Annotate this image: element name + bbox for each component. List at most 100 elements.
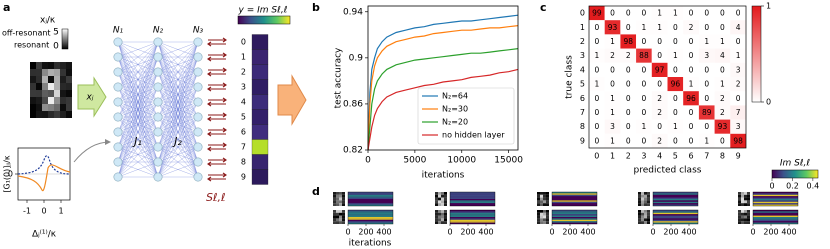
strip-row bbox=[653, 214, 698, 216]
neuron bbox=[153, 67, 163, 77]
strip-row bbox=[753, 211, 798, 213]
neuron bbox=[153, 172, 163, 182]
digit-pixel bbox=[738, 200, 741, 204]
strip-row bbox=[753, 201, 798, 204]
x-tick-label: 0 bbox=[650, 228, 655, 237]
matrix-cell bbox=[620, 133, 637, 148]
strip-row bbox=[348, 215, 393, 217]
neuron bbox=[113, 82, 123, 92]
cell-label: 0 bbox=[610, 9, 615, 18]
digit-pixel bbox=[333, 197, 336, 201]
input-colorbar bbox=[61, 28, 69, 50]
panel-b: b 0.82 0.86 0.9 0.94 0 5000 10000 15000 N₂=64 N₂=3… bbox=[312, 1, 523, 181]
strip-row bbox=[653, 201, 698, 204]
matrix-cell bbox=[636, 133, 652, 148]
coupling-line bbox=[157, 41, 199, 88]
matrix-cell bbox=[589, 133, 605, 148]
strip-row bbox=[348, 197, 393, 199]
matrix-cell bbox=[683, 20, 699, 35]
digit-pixel bbox=[444, 210, 447, 213]
strip-row bbox=[450, 222, 495, 224]
x-tick-label: 2 bbox=[626, 152, 631, 161]
strip-frame bbox=[449, 191, 496, 207]
cell-label: 7 bbox=[736, 108, 741, 117]
series-line bbox=[367, 14, 519, 151]
matrix-cell bbox=[620, 20, 637, 35]
coupling-line bbox=[117, 131, 159, 178]
digit-pixel bbox=[342, 203, 345, 206]
digit-pixel bbox=[543, 194, 546, 198]
strip-row bbox=[552, 214, 597, 216]
digit-pixel bbox=[540, 197, 543, 201]
io-arrow bbox=[208, 157, 227, 163]
strip-row bbox=[653, 197, 698, 199]
io-arrow bbox=[208, 37, 227, 43]
matrix-cell bbox=[714, 6, 731, 21]
strip-row bbox=[450, 193, 495, 195]
digit-pixel bbox=[638, 221, 641, 224]
digit-pixel bbox=[738, 203, 741, 206]
cell-label: 0 bbox=[736, 37, 741, 46]
output-cell bbox=[251, 79, 269, 95]
digit-pixel bbox=[339, 200, 342, 204]
cell-label: 0 bbox=[594, 108, 599, 117]
output-class: 1 bbox=[241, 53, 246, 62]
matrix-frame bbox=[588, 5, 747, 149]
digit-pixel bbox=[644, 221, 647, 224]
digit-pixel bbox=[441, 221, 444, 224]
strip-row bbox=[552, 218, 597, 220]
input-pixel bbox=[54, 83, 60, 90]
strip-row bbox=[450, 212, 495, 215]
digit-pixel bbox=[336, 203, 339, 206]
strip-row bbox=[653, 222, 698, 224]
digit-pixel bbox=[546, 218, 549, 222]
cell-label: 0 bbox=[657, 122, 662, 131]
matrix-cell bbox=[698, 119, 715, 134]
output-class: 7 bbox=[241, 143, 246, 152]
digit-pixel bbox=[537, 210, 540, 213]
strip-row bbox=[348, 199, 393, 201]
cell-label: 1 bbox=[594, 80, 599, 89]
digit-pixel bbox=[741, 221, 744, 224]
coupling-line bbox=[157, 41, 199, 73]
io-arrow bbox=[207, 176, 226, 182]
digit-pixel bbox=[336, 197, 339, 201]
digit-pixel bbox=[741, 203, 744, 206]
digit-pixel bbox=[333, 218, 336, 222]
panel-a: a xⱼ/κ 5 0 off-resonant resonant xⱼ [G₁(… bbox=[2, 1, 307, 240]
cell-label: 0 bbox=[673, 37, 678, 46]
output-title: y = Im Sℓ,ℓ bbox=[238, 6, 288, 16]
cell-label: 0 bbox=[673, 136, 678, 145]
digit-pixel bbox=[342, 210, 345, 213]
cell-label: 88 bbox=[639, 51, 649, 60]
cell-label: 0 bbox=[610, 80, 615, 89]
cell-label: 0 bbox=[704, 122, 709, 131]
cell-label: 1 bbox=[720, 37, 725, 46]
input-pixel bbox=[54, 69, 60, 76]
input-pixel bbox=[66, 111, 72, 118]
neuron bbox=[113, 67, 123, 77]
matrix-cell bbox=[683, 34, 699, 49]
digit-pixel bbox=[747, 218, 750, 222]
digit-pixel bbox=[741, 212, 744, 216]
coupling-line bbox=[157, 41, 199, 58]
x-tick-label: 4 bbox=[657, 152, 662, 161]
panel-d: d0 200 400 0 200 400 0 200 400 0 200 400 0 200 400iter… bbox=[312, 159, 819, 249]
input-pixel bbox=[36, 83, 42, 90]
matrix-cell bbox=[589, 105, 605, 120]
matrix-cell bbox=[651, 6, 668, 21]
inset-curve bbox=[17, 164, 71, 192]
digit-pixel bbox=[647, 203, 650, 206]
digit-pixel bbox=[444, 212, 447, 216]
matrix-cell bbox=[714, 20, 731, 35]
matrix-cell bbox=[698, 77, 715, 92]
digit-pixel bbox=[333, 192, 336, 195]
panel-label: d bbox=[312, 185, 320, 198]
digit-pixel bbox=[744, 212, 747, 216]
matrix-cell bbox=[730, 119, 746, 134]
output-class: 8 bbox=[241, 158, 246, 167]
legend-label: N₂=64 bbox=[442, 92, 468, 101]
digit-pixel bbox=[644, 212, 647, 216]
digit-pixel bbox=[438, 200, 441, 204]
digit-pixel bbox=[641, 203, 644, 206]
